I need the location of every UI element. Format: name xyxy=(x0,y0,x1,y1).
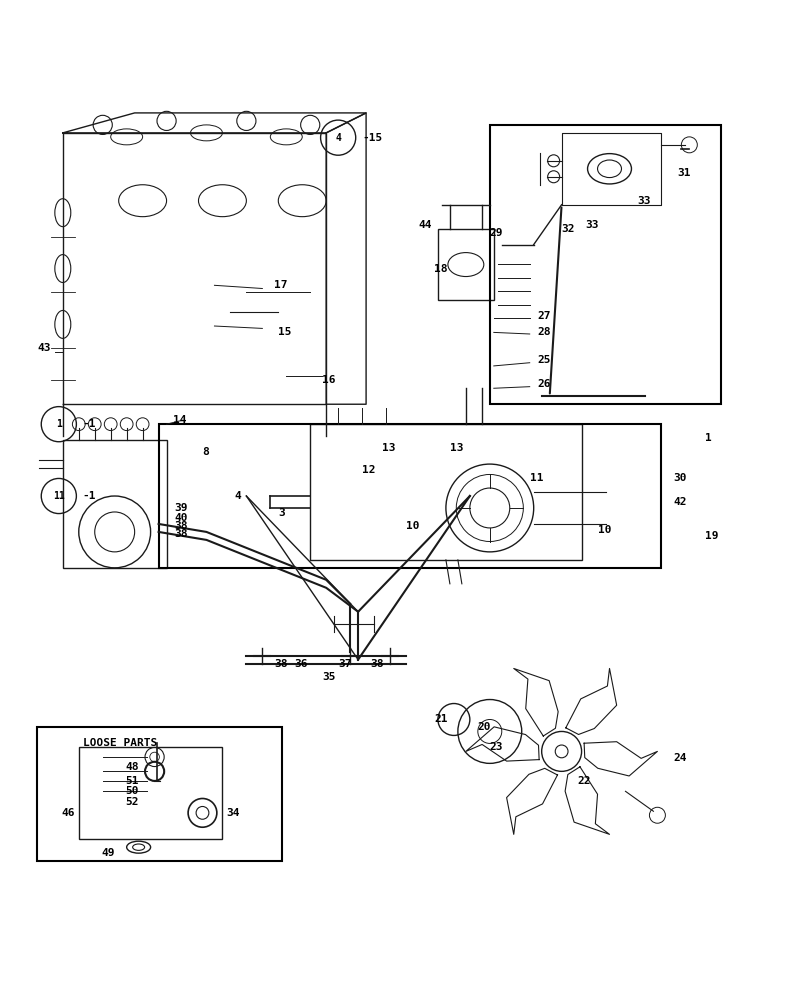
Text: 4: 4 xyxy=(335,133,341,143)
Text: 32: 32 xyxy=(561,224,574,234)
Text: 52: 52 xyxy=(125,797,139,807)
Text: 44: 44 xyxy=(418,220,431,230)
Text: -15: -15 xyxy=(362,133,382,143)
Text: 46: 46 xyxy=(61,808,75,818)
Text: 37: 37 xyxy=(337,659,351,669)
Text: 8: 8 xyxy=(202,447,209,457)
Text: 4: 4 xyxy=(234,491,241,501)
Text: 22: 22 xyxy=(577,776,590,786)
Text: 11: 11 xyxy=(53,491,65,501)
Text: 18: 18 xyxy=(433,264,447,274)
Text: 12: 12 xyxy=(362,465,375,475)
Text: 38: 38 xyxy=(174,529,188,539)
Text: 51: 51 xyxy=(125,776,139,786)
Text: 50: 50 xyxy=(125,786,139,796)
Text: -1: -1 xyxy=(83,419,97,429)
Text: 16: 16 xyxy=(322,375,335,385)
Text: 33: 33 xyxy=(585,220,599,230)
Text: 26: 26 xyxy=(537,379,551,389)
Text: 10: 10 xyxy=(406,521,419,531)
Text: 25: 25 xyxy=(537,355,551,365)
Text: 11: 11 xyxy=(529,473,543,483)
Text: 36: 36 xyxy=(294,659,307,669)
Text: 13: 13 xyxy=(449,443,463,453)
Text: 15: 15 xyxy=(278,327,291,337)
Text: 24: 24 xyxy=(672,753,686,763)
Text: 27: 27 xyxy=(537,311,551,321)
Text: 33: 33 xyxy=(637,196,650,206)
Text: 19: 19 xyxy=(705,531,718,541)
Text: 40: 40 xyxy=(174,513,188,523)
Text: 13: 13 xyxy=(382,443,395,453)
Text: 42: 42 xyxy=(672,497,686,507)
Text: 21: 21 xyxy=(433,714,447,724)
Text: 35: 35 xyxy=(322,672,335,682)
Text: 30: 30 xyxy=(672,473,686,483)
Text: LOOSE PARTS: LOOSE PARTS xyxy=(83,738,157,748)
Text: 3: 3 xyxy=(278,508,285,518)
Text: 38: 38 xyxy=(174,521,188,531)
Text: 10: 10 xyxy=(597,525,611,535)
Text: 20: 20 xyxy=(477,722,491,732)
Text: 17: 17 xyxy=(274,280,287,290)
Text: 1: 1 xyxy=(705,433,711,443)
Text: 14: 14 xyxy=(173,415,187,425)
Text: 38: 38 xyxy=(370,659,383,669)
Text: 48: 48 xyxy=(125,762,139,772)
Text: 43: 43 xyxy=(37,343,51,353)
Text: 23: 23 xyxy=(489,742,503,752)
Text: 49: 49 xyxy=(101,848,114,858)
Text: 31: 31 xyxy=(676,168,690,178)
Text: -1: -1 xyxy=(83,491,97,501)
Text: 28: 28 xyxy=(537,327,551,337)
Text: 38: 38 xyxy=(274,659,287,669)
Text: 1: 1 xyxy=(56,419,62,429)
Text: 39: 39 xyxy=(174,503,188,513)
Text: 29: 29 xyxy=(489,228,503,238)
Text: 34: 34 xyxy=(226,808,239,818)
